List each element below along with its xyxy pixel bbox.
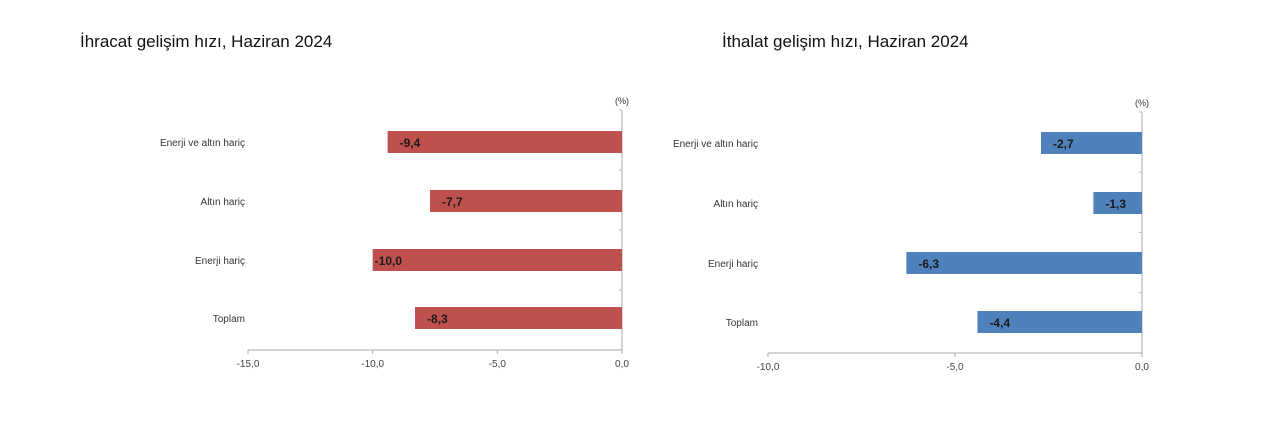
bar xyxy=(977,311,1142,333)
category-label: Enerji ve altın hariç xyxy=(673,139,758,150)
unit-label: (%) xyxy=(615,96,629,106)
bar xyxy=(1041,132,1142,154)
chart-title: İthalat gelişim hızı, Haziran 2024 xyxy=(722,32,969,51)
category-label: Enerji ve altın hariç xyxy=(160,138,245,149)
tick-label: -5,0 xyxy=(946,362,964,373)
data-label: -8,3 xyxy=(427,312,448,326)
category-label: Enerji hariç xyxy=(195,256,245,267)
data-label: -10,0 xyxy=(375,254,403,268)
tick-label: -10,0 xyxy=(361,359,384,370)
tick-label: 0,0 xyxy=(615,359,629,370)
bar xyxy=(372,249,622,271)
chart-title: İhracat gelişim hızı, Haziran 2024 xyxy=(80,32,332,51)
bar xyxy=(906,252,1142,274)
data-label: -1,3 xyxy=(1105,197,1126,211)
category-label: Altın hariç xyxy=(201,197,245,208)
category-label: Altın hariç xyxy=(714,199,758,210)
tick-label: -5,0 xyxy=(489,359,507,370)
data-label: -6,3 xyxy=(918,257,939,271)
tick-label: -10,0 xyxy=(757,362,780,373)
data-label: -2,7 xyxy=(1053,137,1074,151)
data-label: -9,4 xyxy=(400,136,421,150)
bar xyxy=(415,307,622,329)
bar xyxy=(430,190,622,212)
data-label: -7,7 xyxy=(442,195,463,209)
bar xyxy=(1093,192,1142,214)
unit-label: (%) xyxy=(1135,98,1149,108)
bar xyxy=(387,131,622,153)
tick-label: -15,0 xyxy=(237,359,260,370)
category-label: Toplam xyxy=(213,314,245,325)
chart-imports: İthalat gelişim hızı, Haziran 2024 (%) -10… xyxy=(673,32,1149,373)
chart-exports: İhracat gelişim hızı, Haziran 2024 (%) -15… xyxy=(80,32,629,370)
category-label: Toplam xyxy=(726,318,758,329)
tick-label: 0,0 xyxy=(1135,362,1149,373)
data-label: -4,4 xyxy=(989,316,1010,330)
category-label: Enerji hariç xyxy=(708,259,758,270)
